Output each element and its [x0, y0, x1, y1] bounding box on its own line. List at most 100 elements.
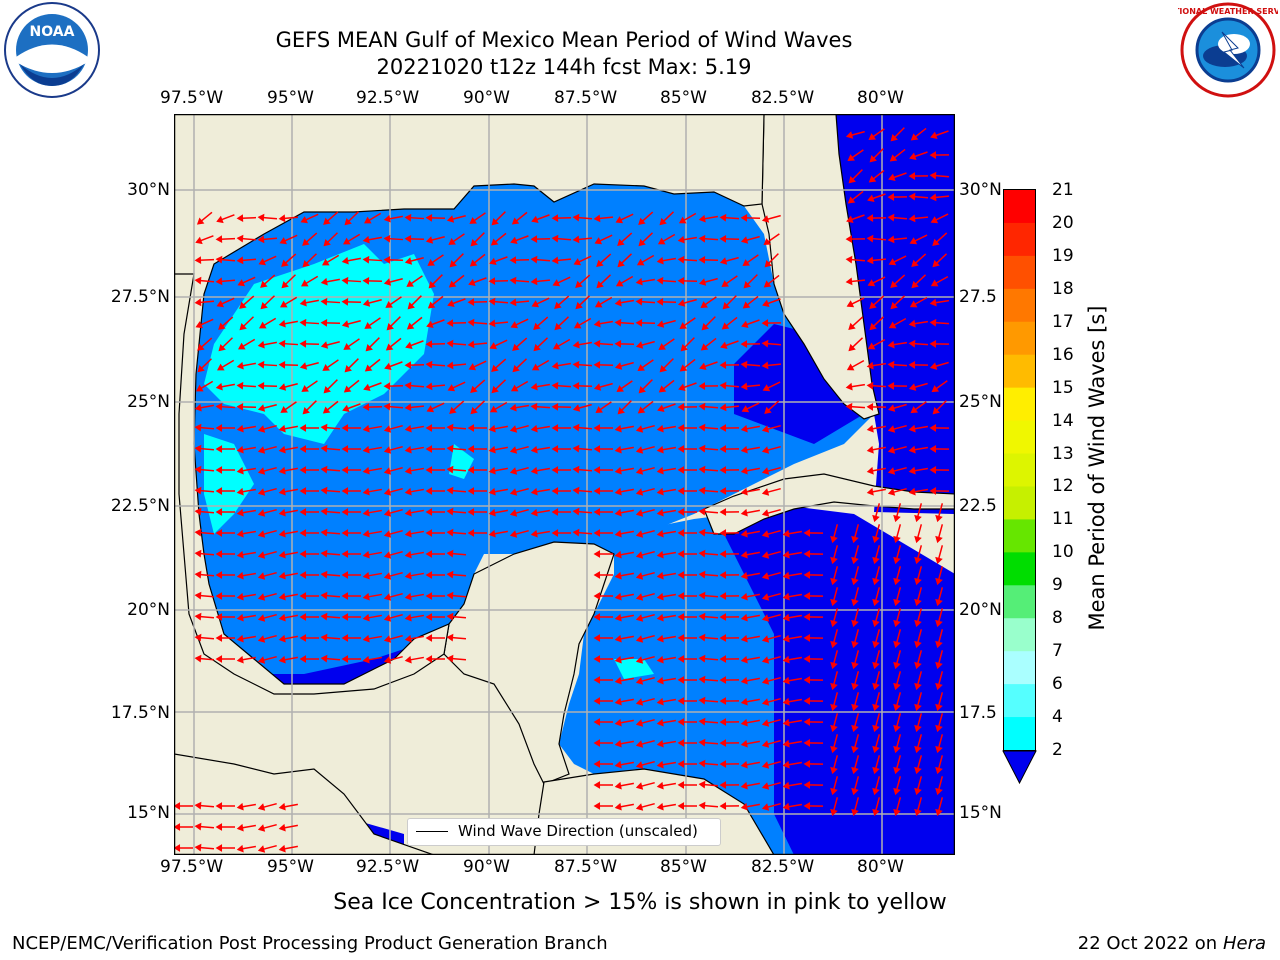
wind-arrow-head [280, 406, 288, 413]
wind-arrow-head [635, 425, 644, 433]
wind-arrow-head [761, 719, 770, 727]
wind-arrow-head [491, 364, 499, 372]
wind-arrow-head [215, 402, 223, 411]
wind-arrow-head [935, 598, 943, 607]
colorbar-extend-arrow [1002, 750, 1037, 785]
wind-arrow-head [299, 445, 307, 453]
wind-arrow-head [742, 301, 751, 309]
wind-arrow-head [175, 802, 181, 810]
wind-arrow-head [893, 682, 901, 691]
wind-arrows [175, 127, 950, 853]
wind-arrow-head [278, 319, 286, 328]
wind-arrow-head [278, 844, 286, 853]
wind-arrow-head [239, 322, 247, 331]
wind-arrow-head [761, 593, 770, 601]
wind-arrow-head [721, 322, 730, 330]
wind-arrow-head [890, 301, 898, 310]
wind-arrow-head [215, 550, 223, 558]
colorbar-swatch [1004, 717, 1035, 751]
wind-arrow-head [888, 321, 897, 329]
wind-arrow-head [215, 655, 223, 663]
wind-arrow-head [761, 215, 770, 223]
wind-arrow-head [698, 465, 706, 474]
wind-arrow-head [614, 634, 622, 643]
wind-arrow-head [908, 361, 916, 369]
wind-arrow-head [362, 255, 370, 264]
lat-tick: 15°N [127, 803, 170, 823]
wind-arrow-head [488, 297, 496, 306]
wind-arrow-head [887, 488, 896, 496]
wind-arrow-head [216, 300, 224, 308]
wind-arrow-head [740, 781, 748, 790]
wind-arrow-head [763, 238, 771, 246]
wind-arrow-head [278, 655, 286, 664]
wind-arrow-head [698, 738, 706, 747]
wind-arrow-head [469, 259, 478, 267]
lon-tick: 95°W [267, 857, 314, 877]
wind-arrow-head [830, 661, 838, 670]
colorbar-tick-label: 14 [1052, 410, 1074, 431]
wind-arrow-head [851, 556, 859, 565]
wind-arrow-head [930, 216, 939, 224]
wind-arrow-head [446, 528, 454, 537]
wind-arrow-head [677, 676, 685, 684]
wind-arrow-head [893, 514, 901, 523]
wind-arrow-head [593, 214, 601, 223]
wind-arrow-head [362, 487, 370, 496]
wind-arrow-head [677, 255, 685, 264]
wind-arrow-head [404, 234, 412, 243]
wind-arrow-head [299, 613, 307, 621]
wind-arrow-head [830, 682, 838, 691]
wind-arrow-head [215, 445, 223, 453]
wind-arrow-head [914, 598, 922, 607]
wind-arrow-head [782, 718, 790, 727]
wind-arrow-head [658, 343, 666, 351]
wind-arrow-head [299, 298, 307, 307]
nws-logo: NATIONAL WEATHER SERVICE [1178, 2, 1278, 98]
wind-arrow-head [914, 619, 922, 628]
footer-credit: NCEP/EMC/Verification Post Processing Pr… [12, 933, 608, 954]
lat-tick: 27.5°N [110, 287, 170, 307]
wind-arrow-head [761, 319, 769, 327]
wind-arrow-head [656, 571, 664, 580]
wind-arrow-head [742, 259, 750, 267]
wind-arrow-head [257, 572, 266, 580]
wind-arrow-head [719, 213, 727, 222]
wind-arrow-head [893, 703, 901, 712]
wind-arrow-head [866, 381, 874, 390]
wind-arrow-head [635, 593, 644, 601]
wind-arrow-head [215, 508, 223, 516]
wind-arrow-head [698, 486, 706, 495]
wind-arrow-head [302, 407, 310, 415]
wind-arrow-head [890, 134, 898, 142]
wind-arrow-head [887, 467, 896, 475]
wind-arrow-head [868, 133, 876, 141]
wind-arrow-head [490, 238, 499, 246]
wind-arrow-head [872, 808, 880, 817]
wind-arrow-head [656, 802, 664, 811]
wind-arrow-head [866, 445, 874, 454]
map-panel [174, 114, 955, 855]
lon-tick: 87.5°W [554, 857, 618, 877]
wind-arrow-head [698, 759, 706, 768]
wind-arrow-head [531, 363, 540, 371]
wind-arrow-head [593, 760, 601, 768]
wind-arrow-head [194, 843, 202, 852]
wind-arrow-head [530, 235, 538, 244]
wind-arrow-head [278, 383, 287, 391]
wind-arrow-head [278, 214, 286, 223]
wind-arrow-head [803, 697, 811, 705]
wind-arrow-head [383, 593, 392, 601]
wind-arrow-head [740, 382, 748, 391]
wind-arrow-head [887, 193, 895, 201]
colorbar-swatch [1004, 321, 1035, 356]
wind-arrow-head [341, 445, 349, 453]
wind-arrow-head [383, 656, 392, 664]
wind-arrow-head [866, 466, 874, 475]
wind-arrow-head [320, 612, 328, 621]
wind-arrow-head [405, 341, 413, 350]
wind-arrow-head [846, 363, 855, 371]
wind-arrow-head [572, 235, 580, 244]
wind-arrow-head [552, 342, 561, 350]
wind-arrow-head [679, 322, 687, 330]
